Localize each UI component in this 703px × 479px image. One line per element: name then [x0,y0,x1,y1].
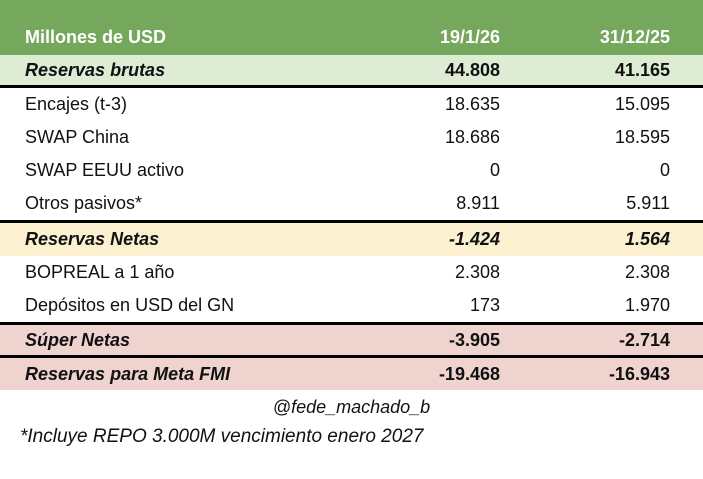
row-value-2: 1.970 [624,295,670,315]
row-value-2: 41.165 [614,59,670,80]
row-label: Depósitos en USD del GN [25,295,235,315]
row-value-1: 18.635 [444,94,500,114]
row-value-1: -19.468 [438,363,500,384]
reserves-table: Millones de USD 19/1/26 31/12/25 Reserva… [0,0,703,447]
row-value-1: 44.808 [444,59,500,80]
row-label: Reservas Netas [25,229,160,249]
row-label: Reservas para Meta FMI [25,363,231,384]
table-header-row: Millones de USD 19/1/26 31/12/25 [0,0,703,55]
table-row-meta-fmi: Reservas para Meta FMI -19.468 -16.943 [0,358,703,390]
row-value-2: 2.308 [624,262,670,282]
row-value-2: 0 [659,160,670,180]
author-handle: @fede_machado_b [272,397,431,417]
header-col-date-1: 19/1/26 [439,27,500,47]
row-label: Reservas brutas [25,59,166,80]
row-label: SWAP China [25,127,130,147]
table-row-swap-eeuu: SWAP EEUU activo 0 0 [0,154,703,187]
table-row-encajes: Encajes (t-3) 18.635 15.095 [0,88,703,121]
footnote-repo: *Incluye REPO 3.000M vencimiento enero 2… [20,426,424,447]
row-value-1: 0 [489,160,500,180]
row-value-1: 8.911 [456,193,500,213]
table-row-bopreal: BOPREAL a 1 año 2.308 2.308 [0,256,703,289]
row-value-1: 173 [469,295,500,315]
row-value-1: 18.686 [444,127,500,147]
table-row-otros-pasivos: Otros pasivos* 8.911 5.911 [0,187,703,223]
row-label: BOPREAL a 1 año [25,262,175,282]
row-value-2: 1.564 [624,229,670,249]
row-value-2: -2.714 [618,329,670,350]
table-row-swap-china: SWAP China 18.686 18.595 [0,121,703,154]
row-label: Encajes (t-3) [25,94,128,114]
row-value-2: 15.095 [614,94,670,114]
table-row-depositos-gn: Depósitos en USD del GN 173 1.970 [0,289,703,325]
row-value-2: -16.943 [608,363,670,384]
header-label: Millones de USD [25,27,167,47]
row-label: Súper Netas [25,329,131,350]
row-value-1: 2.308 [454,262,500,282]
row-value-1: -3.905 [448,329,500,350]
row-value-2: 18.595 [614,127,670,147]
table-row-super-netas: Súper Netas -3.905 -2.714 [0,325,703,358]
table-row-reservas-netas: Reservas Netas -1.424 1.564 [0,223,703,256]
row-label: Otros pasivos* [25,193,143,213]
row-value-2: 5.911 [626,193,670,213]
table-row-reservas-brutas: Reservas brutas 44.808 41.165 [0,55,703,88]
row-value-1: -1.424 [448,229,500,249]
row-label: SWAP EEUU activo [25,160,185,180]
header-col-date-2: 31/12/25 [599,27,670,47]
